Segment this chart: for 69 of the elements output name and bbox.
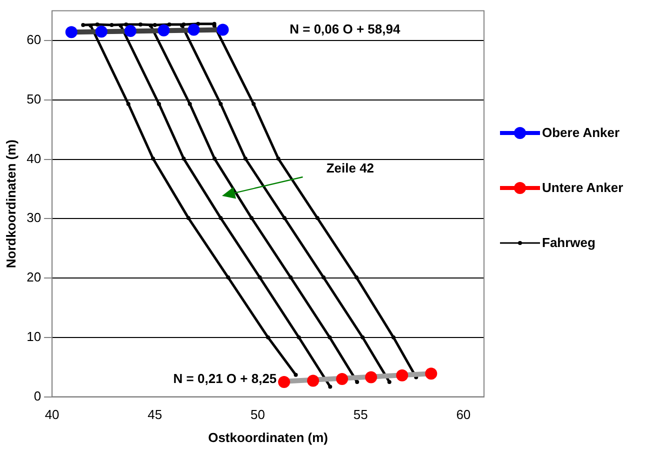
point xyxy=(425,368,438,380)
annotation: Zeile 42 xyxy=(326,160,374,176)
legend-label: Untere Anker xyxy=(542,180,624,195)
point xyxy=(124,24,136,37)
point xyxy=(396,369,408,382)
y-tick-label: 20 xyxy=(26,270,42,285)
legend-label: Obere Anker xyxy=(542,125,620,140)
point xyxy=(365,371,378,384)
point xyxy=(266,335,270,340)
point xyxy=(95,26,108,38)
point xyxy=(243,156,248,161)
x-tick-label: 55 xyxy=(353,407,368,422)
annotation: N = 0,21 O + 8,25 xyxy=(173,371,277,386)
point xyxy=(315,216,320,220)
y-axis-title: Nordkoordinaten (m) xyxy=(3,140,18,268)
point xyxy=(212,156,217,161)
point xyxy=(216,24,229,36)
annotation: N = 0,06 O + 58,94 xyxy=(290,22,401,37)
point xyxy=(218,102,223,106)
point xyxy=(294,372,298,377)
point xyxy=(276,156,280,161)
point xyxy=(65,26,78,38)
y-tick-label: 40 xyxy=(26,150,42,166)
point xyxy=(81,23,86,28)
point xyxy=(336,372,348,385)
point xyxy=(124,22,128,26)
legend-label: Fahrweg xyxy=(542,235,596,250)
x-tick-label: 45 xyxy=(148,407,162,422)
x-tick-label: 40 xyxy=(44,407,60,422)
point xyxy=(258,275,262,280)
point xyxy=(158,24,170,36)
point xyxy=(226,275,230,280)
x-tick-label: 60 xyxy=(456,407,471,422)
point xyxy=(392,335,396,340)
point xyxy=(148,24,153,28)
y-tick-label: 50 xyxy=(26,91,42,106)
y-tick-label: 60 xyxy=(26,32,42,48)
point xyxy=(126,102,130,106)
point xyxy=(322,275,326,280)
point xyxy=(167,22,172,26)
x-tick-label: 50 xyxy=(250,407,265,422)
y-tick-label: 10 xyxy=(26,328,42,344)
point xyxy=(282,216,286,220)
point xyxy=(252,102,256,106)
point xyxy=(360,335,365,340)
x-axis-title: Ostkoordinaten (m) xyxy=(208,430,328,445)
point xyxy=(328,335,332,340)
point xyxy=(250,216,254,220)
y-tick-label: 30 xyxy=(26,210,42,226)
point xyxy=(307,374,320,387)
point xyxy=(188,102,192,106)
point xyxy=(387,380,392,384)
point xyxy=(328,384,332,389)
point xyxy=(278,376,290,388)
point xyxy=(138,22,143,26)
point xyxy=(354,275,358,280)
point xyxy=(186,216,190,220)
point xyxy=(296,335,301,340)
point xyxy=(355,380,360,384)
point xyxy=(218,216,223,220)
y-tick-label: 0 xyxy=(34,388,42,404)
point xyxy=(182,156,186,161)
point xyxy=(288,275,293,280)
point xyxy=(188,24,200,36)
point xyxy=(95,22,100,26)
point xyxy=(151,156,156,161)
point xyxy=(110,23,114,28)
point xyxy=(152,23,157,28)
point xyxy=(157,102,162,106)
